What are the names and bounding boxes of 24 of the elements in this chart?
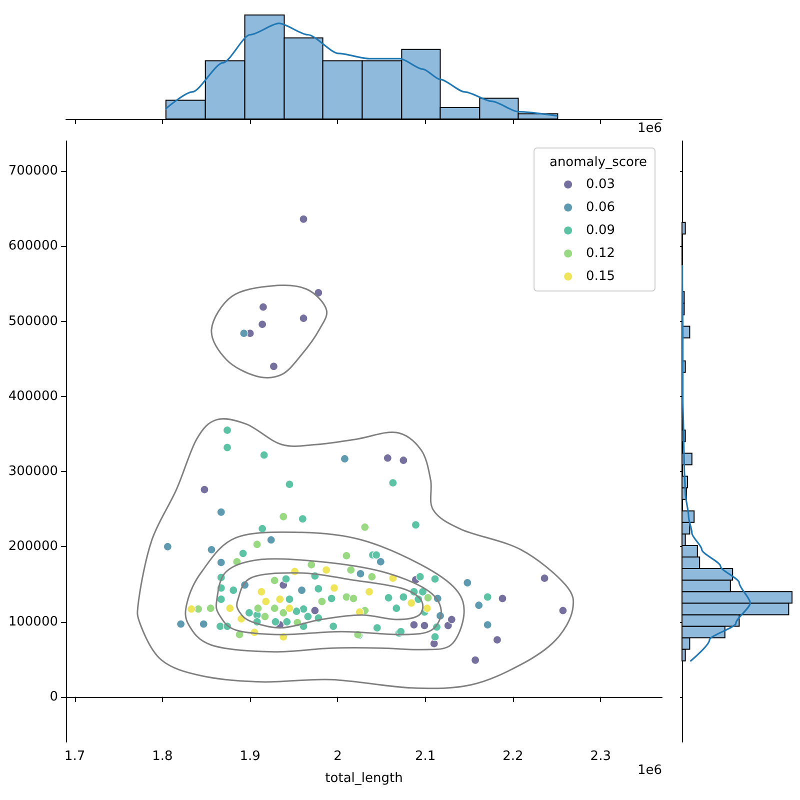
legend-label: 0.15 [586, 269, 616, 284]
legend-label: 0.09 [586, 223, 616, 238]
x-tick-label: 2.2 [502, 749, 524, 764]
y-tick-label: 400000 [8, 388, 58, 404]
y-tick-label: 100000 [8, 614, 58, 630]
text: 1e6 [637, 763, 662, 778]
x-tick-label: 2 [334, 749, 342, 764]
x-tick-label: 2.3 [590, 749, 611, 764]
text: 1e6 [637, 121, 662, 136]
y-tick-label: 700000 [8, 164, 58, 179]
legend-label: 0.03 [586, 177, 616, 192]
x-tick-label: 2.1 [415, 749, 436, 764]
y-tick-label: 0 [50, 689, 58, 704]
x-tick-label: 1.7 [64, 749, 86, 764]
x-tick-label: 1.9 [240, 749, 260, 764]
y-tick-label: 300000 [8, 464, 58, 480]
legend-title: anomaly_score [549, 155, 648, 170]
legend-label: 0.12 [586, 246, 616, 261]
x-axis-title: total_length [325, 771, 403, 786]
y-tick-label: 600000 [8, 238, 58, 254]
y-tick-label: 200000 [8, 539, 58, 554]
x-tick-label: 1.8 [152, 749, 173, 764]
y-tick-label: 500000 [8, 314, 58, 329]
legend-label: 0.06 [586, 200, 616, 215]
